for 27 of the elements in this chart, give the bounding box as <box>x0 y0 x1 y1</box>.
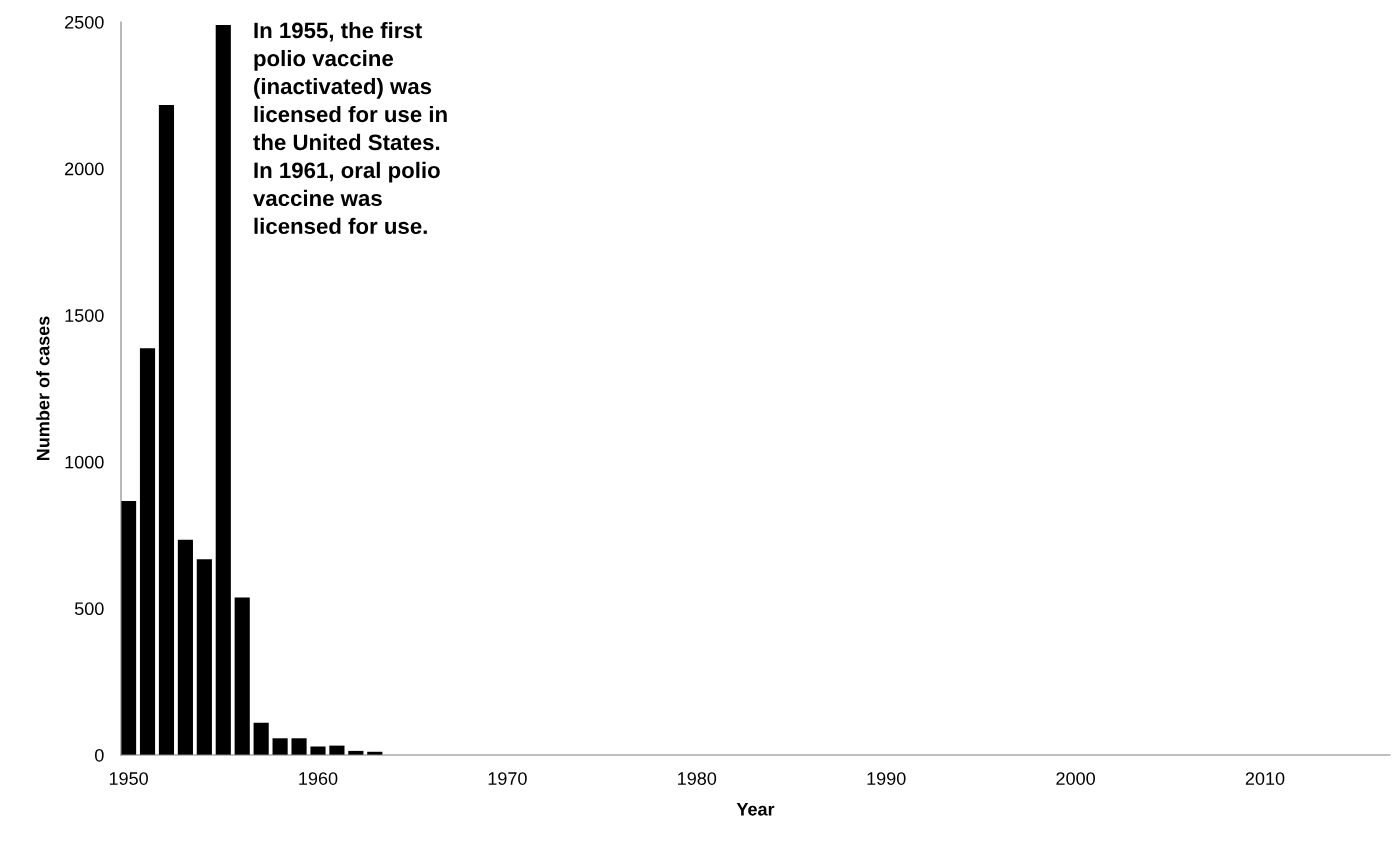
bar <box>196 559 212 755</box>
x-tick-label: 1980 <box>678 772 717 785</box>
y-tick-label: 2000 <box>65 162 104 176</box>
bar <box>121 501 137 755</box>
x-tick-label: 2010 <box>1245 772 1285 785</box>
y-tick-label: 1000 <box>65 455 104 469</box>
bar <box>139 348 156 755</box>
bar <box>234 597 250 755</box>
y-tick-label: 2500 <box>65 15 104 29</box>
annotation: In 1955, the first polio vaccine (inactivated) was licensed for use in the United States. In 1961, oral polio vaccine was licensed for use. <box>253 22 447 235</box>
y-tick-label: 500 <box>74 602 104 616</box>
bar <box>291 738 307 755</box>
y-axis-title: Number of cases <box>36 316 50 461</box>
x-tick-label: 1960 <box>299 772 338 785</box>
x-tick-label: 1950 <box>109 772 148 785</box>
x-tick-label: 1970 <box>488 772 527 785</box>
bar <box>215 24 231 755</box>
bar <box>272 738 288 755</box>
x-tick-label: 1990 <box>867 772 906 785</box>
bar <box>158 104 175 755</box>
bar <box>253 722 269 755</box>
bar <box>310 746 326 755</box>
y-tick-label: 1500 <box>65 309 104 322</box>
x-axis-title: Year <box>736 803 775 816</box>
y-tick-label: 0 <box>95 748 104 762</box>
bar <box>177 539 193 755</box>
x-tick-label: 2000 <box>1056 772 1095 785</box>
